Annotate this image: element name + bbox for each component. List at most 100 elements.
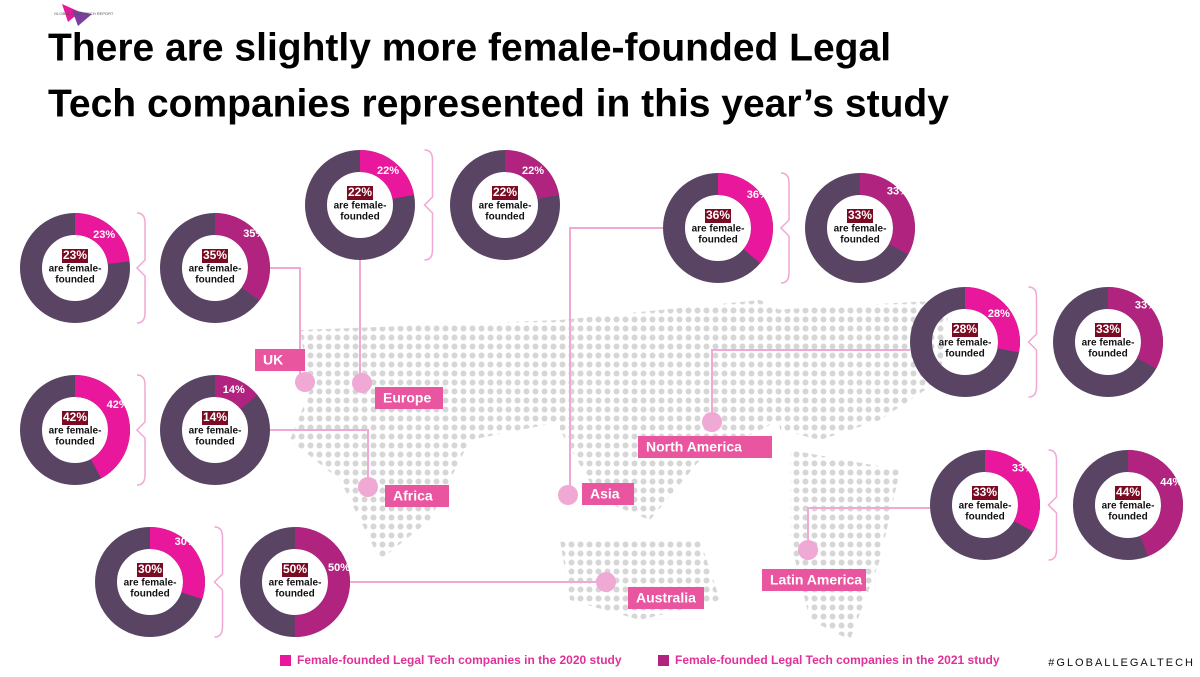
center-caption: founded bbox=[55, 275, 94, 286]
connector bbox=[270, 429, 369, 487]
center-value: 33% bbox=[1096, 322, 1120, 336]
bracket bbox=[213, 526, 224, 638]
donut-segment bbox=[20, 213, 130, 323]
center-caption: founded bbox=[840, 235, 879, 246]
center-value-bg bbox=[202, 411, 228, 425]
region-box bbox=[638, 436, 772, 458]
donut-segment bbox=[160, 375, 270, 485]
bracket bbox=[135, 212, 146, 324]
legend-swatch bbox=[658, 655, 669, 666]
region-box bbox=[255, 349, 305, 371]
center-caption: are female- bbox=[834, 224, 887, 235]
center-value-bg bbox=[847, 209, 873, 223]
logo-text: GLOBAL LEGAL TECH REPORT bbox=[54, 11, 114, 16]
center-caption: founded bbox=[130, 589, 169, 600]
center-caption: founded bbox=[1108, 512, 1147, 523]
donut-segment bbox=[1053, 287, 1163, 397]
center-value-bg bbox=[972, 486, 998, 500]
center-value: 44% bbox=[1116, 485, 1140, 499]
region-box bbox=[762, 569, 866, 591]
region-dot bbox=[798, 540, 818, 560]
center-caption: are female- bbox=[49, 426, 102, 437]
bracket bbox=[135, 374, 146, 486]
donut-segment bbox=[240, 527, 350, 637]
center-caption: are female- bbox=[124, 578, 177, 589]
connector bbox=[807, 507, 930, 550]
center-caption: are female- bbox=[959, 501, 1012, 512]
center-value: 42% bbox=[63, 410, 87, 424]
segment-label: 35% bbox=[243, 228, 265, 240]
region-box bbox=[375, 387, 443, 409]
center-value-bg bbox=[282, 563, 308, 577]
segment-label: 23% bbox=[93, 229, 115, 241]
donut-segment bbox=[910, 287, 1020, 397]
center-value: 28% bbox=[953, 322, 977, 336]
center-value: 30% bbox=[138, 562, 162, 576]
logo: GLOBAL LEGAL TECH REPORT bbox=[54, 4, 114, 26]
region-label: Europe bbox=[383, 390, 431, 406]
center-value-bg bbox=[62, 249, 88, 263]
donut-segment bbox=[305, 150, 415, 260]
center-caption: are female- bbox=[49, 264, 102, 275]
segment-label: 14% bbox=[223, 384, 245, 396]
donut-segment bbox=[1073, 450, 1183, 560]
donut-segment bbox=[663, 173, 773, 283]
connector bbox=[569, 227, 663, 495]
center-caption: are female- bbox=[1102, 501, 1155, 512]
segment-label: 22% bbox=[522, 165, 544, 177]
center-caption: founded bbox=[698, 235, 737, 246]
center-value-bg bbox=[705, 209, 731, 223]
center-value: 22% bbox=[493, 185, 517, 199]
center-caption: founded bbox=[275, 589, 314, 600]
connector bbox=[270, 267, 301, 382]
region-label: Australia bbox=[636, 590, 696, 606]
title-line: Tech companies represented in this year’… bbox=[48, 82, 949, 125]
bracket bbox=[1027, 286, 1038, 398]
segment-label: 30% bbox=[175, 536, 197, 548]
center-value-bg bbox=[137, 563, 163, 577]
center-caption: founded bbox=[1088, 349, 1127, 360]
center-value-bg bbox=[347, 186, 373, 200]
region-dot bbox=[352, 373, 372, 393]
center-value-bg bbox=[1095, 323, 1121, 337]
bracket bbox=[1047, 449, 1058, 561]
segment-label: 42% bbox=[107, 399, 129, 411]
bracket bbox=[779, 172, 790, 284]
segment-label: 36% bbox=[747, 189, 769, 201]
legend-swatch bbox=[280, 655, 291, 666]
segment-label: 50% bbox=[328, 562, 350, 574]
segment-label: 33% bbox=[887, 186, 909, 198]
center-value: 23% bbox=[63, 248, 87, 262]
center-caption: are female- bbox=[334, 201, 387, 212]
donut-segment bbox=[95, 527, 205, 637]
region-dot bbox=[558, 485, 578, 505]
region-label: Latin America bbox=[770, 572, 862, 588]
center-caption: are female- bbox=[189, 426, 242, 437]
segment-label: 33% bbox=[1012, 463, 1034, 475]
center-caption: are female- bbox=[939, 338, 992, 349]
center-value-bg bbox=[952, 323, 978, 337]
center-value: 50% bbox=[283, 562, 307, 576]
center-value-bg bbox=[202, 249, 228, 263]
region-dot bbox=[358, 477, 378, 497]
center-value-bg bbox=[1115, 486, 1141, 500]
center-caption: founded bbox=[340, 212, 379, 223]
segment-label: 22% bbox=[377, 165, 399, 177]
center-caption: founded bbox=[965, 512, 1004, 523]
center-caption: founded bbox=[195, 437, 234, 448]
center-value-bg bbox=[62, 411, 88, 425]
region-box bbox=[385, 485, 449, 507]
hashtag: #GLOBALLEGALTECH bbox=[1048, 657, 1195, 669]
connector bbox=[711, 349, 910, 422]
center-value: 33% bbox=[973, 485, 997, 499]
region-label: UK bbox=[263, 352, 283, 368]
bracket bbox=[423, 149, 434, 261]
legend-label: Female-founded Legal Tech companies in t… bbox=[675, 653, 1000, 667]
center-caption: are female- bbox=[269, 578, 322, 589]
segment-label: 28% bbox=[988, 308, 1010, 320]
center-caption: are female- bbox=[692, 224, 745, 235]
center-value: 36% bbox=[706, 208, 730, 222]
center-caption: founded bbox=[485, 212, 524, 223]
center-caption: founded bbox=[945, 349, 984, 360]
